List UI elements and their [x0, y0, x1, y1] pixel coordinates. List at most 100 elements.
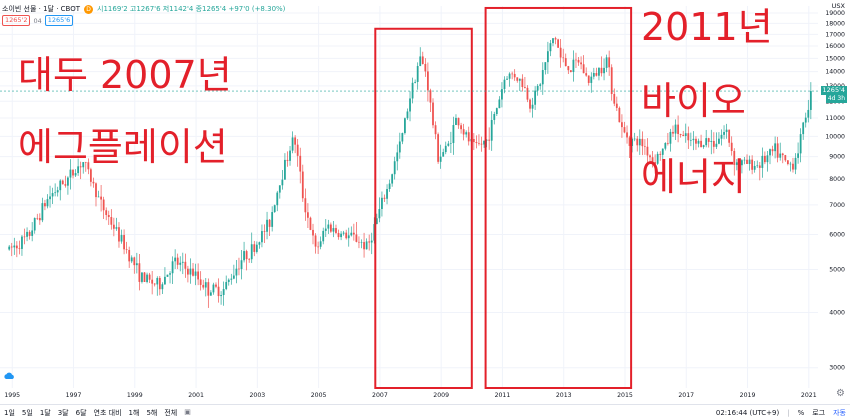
candle-body-154	[401, 133, 404, 142]
range-button-2[interactable]: 1달	[39, 409, 51, 417]
candle-body-233	[603, 67, 605, 74]
candle-body-48	[130, 257, 133, 262]
candle-body-102	[268, 219, 271, 227]
range-button-6[interactable]: 1해	[128, 409, 140, 417]
price-chart[interactable]: 1995 1997 1999 2001 2003 2005 2007 2009 2011 2013…	[0, 0, 850, 404]
candle-body-147	[383, 197, 386, 199]
candle-body-203	[526, 87, 529, 100]
candle-body-7	[26, 231, 28, 237]
y-tick-label-7: 10000	[825, 133, 845, 140]
indicator-values: 1265'2 04 1265'6	[2, 15, 74, 26]
annotation-right-line3: 에너지	[641, 155, 746, 199]
candle-body-253	[654, 162, 657, 164]
auto-toggle[interactable]: 자동	[833, 409, 846, 417]
candle-body-271	[700, 140, 702, 148]
candle-body-153	[398, 141, 401, 153]
candle-body-13	[41, 203, 44, 221]
candle-body-3	[15, 245, 18, 249]
candle-body-127	[332, 228, 335, 232]
candle-body-246	[636, 138, 639, 146]
candle-body-267	[689, 140, 692, 141]
range-button-5[interactable]: 연초 대비	[93, 409, 122, 417]
candle-body-79	[209, 292, 212, 296]
candle-body-239	[618, 107, 621, 123]
y-axis[interactable]: 3000400050006000700080009000100001100012…	[825, 10, 845, 372]
candle-body-265	[684, 133, 687, 137]
candle-body-194	[503, 79, 506, 90]
candle-body-143	[373, 224, 376, 241]
candle-body-309	[797, 153, 799, 158]
candle-body-204	[529, 99, 531, 109]
candle-body-72	[192, 268, 194, 276]
candle-body-145	[378, 209, 381, 219]
candle-body-71	[189, 268, 192, 275]
candle-body-97	[255, 244, 258, 252]
candle-body-298	[769, 149, 771, 156]
range-button-0[interactable]: 1일	[4, 409, 15, 417]
candle-body-179	[465, 132, 468, 135]
candle-body-236	[610, 67, 613, 94]
candle-body-44	[120, 235, 123, 242]
candle-body-174	[452, 125, 455, 144]
candle-body-80	[212, 284, 215, 293]
y-tick-label-12: 15000	[825, 55, 845, 62]
range-button-3[interactable]: 3달	[57, 409, 69, 417]
candle-body-149	[388, 183, 391, 190]
range-button-1[interactable]: 5일	[21, 409, 33, 417]
candle-body-16	[49, 196, 51, 200]
candle-body-243	[628, 137, 631, 146]
candle-body-307	[792, 163, 794, 170]
candle-body-208	[539, 84, 542, 86]
symbol-title[interactable]: 소이빈 선물 · 1달 · CBOT	[2, 5, 81, 13]
candle-body-199	[516, 77, 519, 81]
candle-body-109	[286, 159, 289, 161]
candle-body-100	[263, 231, 266, 232]
calendar-icon[interactable]: ▣	[184, 408, 191, 416]
candle-body-32	[89, 169, 92, 182]
candle-body-275	[710, 140, 713, 142]
percent-toggle[interactable]: %	[797, 409, 805, 417]
candle-body-192	[498, 99, 501, 109]
annotation-right-line2: 바이오	[641, 79, 746, 123]
candle-body-148	[386, 189, 388, 199]
candle-body-293	[756, 165, 759, 167]
candle-body-168	[437, 134, 440, 162]
candle-body-277	[715, 143, 718, 147]
candle-body-139	[363, 242, 365, 250]
log-toggle[interactable]: 로그	[812, 409, 826, 417]
range-button-4[interactable]: 6달	[75, 409, 87, 417]
candle-body-17	[51, 193, 54, 197]
y-tick-label-13: 16000	[825, 43, 845, 50]
candle-body-202	[524, 86, 526, 88]
candle-body-196	[508, 73, 511, 79]
candle-body-70	[187, 268, 189, 275]
candle-body-171	[444, 145, 447, 153]
candle-body-214	[554, 38, 557, 40]
candle-body-200	[518, 78, 521, 81]
candle-body-4	[18, 248, 21, 249]
candle-body-36	[100, 196, 103, 200]
range-button-8[interactable]: 전체	[164, 409, 178, 417]
candle-body-205	[531, 104, 534, 109]
gear-icon[interactable]: ⚙	[836, 388, 845, 399]
cloud-icon[interactable]	[3, 372, 15, 380]
candle-body-62	[166, 274, 169, 277]
candle-body-264	[682, 134, 685, 137]
candle-body-177	[460, 125, 462, 130]
candle-body-138	[360, 242, 363, 243]
candle-body-73	[194, 271, 197, 276]
candle-body-38	[105, 210, 108, 216]
candle-body-178	[462, 129, 465, 135]
candle-body-231	[598, 67, 600, 76]
candle-body-103	[271, 212, 274, 227]
candle-body-21	[61, 180, 64, 185]
range-button-7[interactable]: 5해	[146, 409, 158, 417]
candle-body-235	[608, 57, 611, 68]
candle-body-126	[329, 224, 332, 232]
indicator-d-icon[interactable]: D	[84, 4, 94, 14]
candle-body-121	[317, 246, 320, 248]
candle-body-34	[95, 183, 97, 198]
candle-body-47	[128, 249, 131, 262]
candle-body-128	[335, 228, 337, 233]
candle-body-301	[776, 143, 779, 158]
